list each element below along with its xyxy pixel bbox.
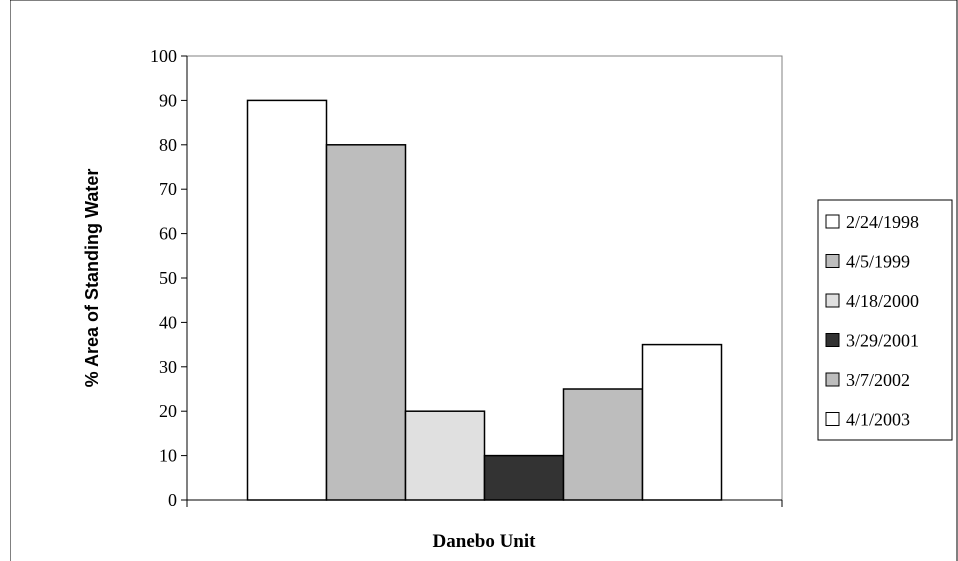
chart-border — [10, 0, 958, 561]
bar-2-24-1998 — [246, 99, 328, 501]
y-tick-label: 10 — [159, 446, 177, 466]
bar-3-29-2001 — [483, 454, 565, 501]
legend-label: 3/29/2001 — [846, 331, 919, 351]
legend-label: 4/5/1999 — [846, 252, 910, 272]
y-tick-label: 40 — [159, 312, 177, 332]
legend-swatch — [825, 214, 840, 229]
bar-4-18-2000 — [404, 410, 486, 501]
legend-label: 4/18/2000 — [846, 291, 919, 311]
chart-frame: 0 10 20 30 40 50 60 70 80 90 100 % Area of Standin… — [10, 0, 958, 561]
legend-swatch — [825, 333, 840, 347]
y-axis-title: % Area of Standing Water — [82, 169, 102, 388]
legend: 2/24/1998 4/5/1999 4/18/2000 3/29/2001 3/7/2… — [817, 199, 953, 441]
legend-swatch — [825, 293, 840, 308]
y-tick-label: 80 — [159, 135, 177, 155]
legend-label: 4/1/2003 — [846, 410, 910, 430]
y-axis: 0 10 20 30 40 50 60 70 80 90 100 — [150, 46, 783, 510]
y-tick-label: 60 — [159, 224, 177, 244]
legend-swatch — [825, 372, 840, 387]
x-axis-title: Danebo Unit — [433, 531, 537, 552]
bar-3-7-2002 — [562, 388, 644, 501]
legend-swatch — [825, 412, 840, 426]
legend-label: 3/7/2002 — [846, 370, 910, 390]
y-tick-label: 100 — [150, 46, 177, 66]
y-tick-label: 0 — [168, 490, 177, 510]
bar-chart: 0 10 20 30 40 50 60 70 80 90 100 % Area of Standin… — [10, 0, 958, 561]
y-tick-label: 90 — [159, 90, 177, 110]
y-tick-label: 70 — [159, 179, 177, 199]
bar-4-1-2003 — [641, 343, 723, 501]
y-tick-label: 50 — [159, 268, 177, 288]
y-tick-label: 30 — [159, 357, 177, 377]
legend-box — [817, 199, 953, 441]
y-tick-label: 20 — [159, 401, 177, 421]
legend-swatch — [825, 254, 840, 268]
bars-group — [246, 99, 723, 501]
legend-label: 2/24/1998 — [846, 212, 919, 232]
bar-4-5-1999 — [325, 144, 407, 501]
